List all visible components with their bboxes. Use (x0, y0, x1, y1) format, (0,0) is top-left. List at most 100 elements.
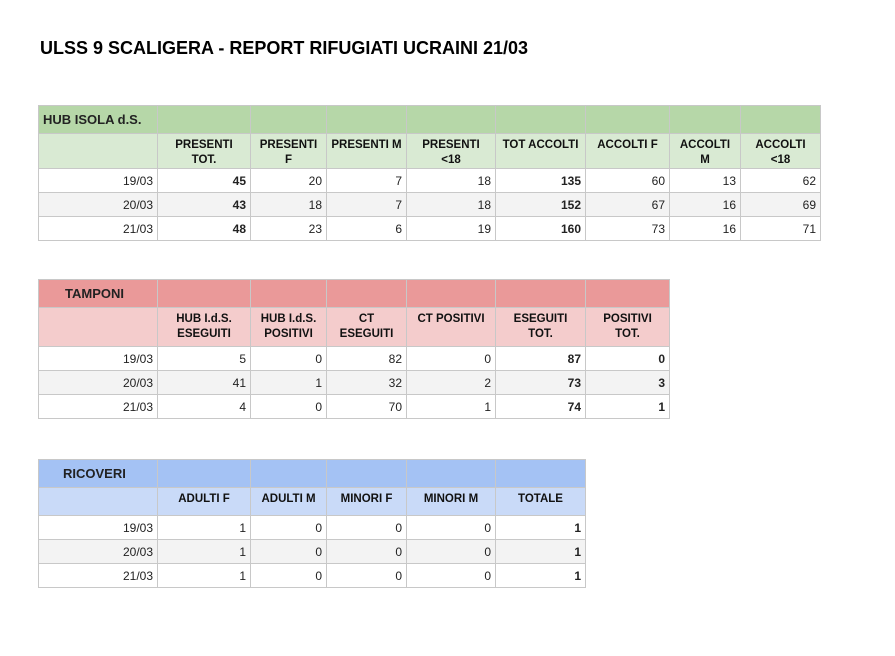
value-cell: 20 (250, 168, 327, 193)
value-cell: 1 (585, 394, 670, 419)
table-title-row: HUB ISOLA d.S. (38, 105, 821, 134)
value-cell: 19 (406, 216, 496, 241)
column-header: ADULTI M (250, 487, 327, 516)
ricoveri-table: RICOVERI ADULTI F ADULTI M MINORI F MINORI M… (38, 459, 586, 588)
title-cell (740, 105, 821, 134)
value-cell: 1 (495, 515, 586, 540)
value-cell: 0 (406, 563, 496, 588)
column-header: PRESENTI F (250, 133, 327, 169)
value-cell: 3 (585, 370, 670, 395)
value-cell: 16 (669, 192, 741, 217)
value-cell: 160 (495, 216, 586, 241)
date-cell: 20/03 (38, 539, 158, 564)
column-header: PRESENTI M (326, 133, 407, 169)
column-header: ADULTI F (157, 487, 251, 516)
column-header: PRESENTI TOT. (157, 133, 251, 169)
value-cell: 18 (406, 168, 496, 193)
date-cell: 20/03 (38, 192, 158, 217)
column-header: MINORI M (406, 487, 496, 516)
table-title: TAMPONI (38, 279, 158, 308)
title-cell (495, 459, 586, 488)
value-cell: 1 (406, 394, 496, 419)
column-header: CT ESEGUITI (326, 307, 407, 347)
value-cell: 1 (157, 515, 251, 540)
value-cell: 18 (250, 192, 327, 217)
value-cell: 7 (326, 192, 407, 217)
value-cell: 5 (157, 346, 251, 371)
value-cell: 87 (495, 346, 586, 371)
title-cell (669, 105, 741, 134)
column-header: TOT ACCOLTI (495, 133, 586, 169)
value-cell: 4 (157, 394, 251, 419)
table-row: 19/03 1 0 0 0 1 (38, 515, 586, 540)
date-cell: 21/03 (38, 394, 158, 419)
value-cell: 45 (157, 168, 251, 193)
value-cell: 67 (585, 192, 670, 217)
header-cell (38, 487, 158, 516)
column-header: HUB I.d.S. POSITIVI (250, 307, 327, 347)
value-cell: 1 (495, 539, 586, 564)
value-cell: 43 (157, 192, 251, 217)
value-cell: 0 (250, 346, 327, 371)
date-cell: 19/03 (38, 168, 158, 193)
column-header: ACCOLTI F (585, 133, 670, 169)
value-cell: 82 (326, 346, 407, 371)
title-cell (326, 105, 407, 134)
value-cell: 70 (326, 394, 407, 419)
value-cell: 73 (495, 370, 586, 395)
value-cell: 1 (250, 370, 327, 395)
value-cell: 135 (495, 168, 586, 193)
title-cell (250, 459, 327, 488)
value-cell: 1 (495, 563, 586, 588)
header-cell (38, 133, 158, 169)
title-cell (495, 105, 586, 134)
title-cell (495, 279, 586, 308)
table-title: RICOVERI (38, 459, 158, 488)
title-cell (157, 279, 251, 308)
value-cell: 0 (250, 563, 327, 588)
value-cell: 13 (669, 168, 741, 193)
page-title: ULSS 9 SCALIGERA - REPORT RIFUGIATI UCRA… (40, 38, 529, 58)
column-header: ESEGUITI TOT. (495, 307, 586, 347)
column-header: POSITIVI TOT. (585, 307, 670, 347)
header-row: HUB I.d.S. ESEGUITI HUB I.d.S. POSITIVI CT… (38, 307, 670, 347)
date-cell: 21/03 (38, 216, 158, 241)
value-cell: 41 (157, 370, 251, 395)
value-cell: 1 (157, 539, 251, 564)
column-header: ACCOLTI M (669, 133, 741, 169)
header-row: ADULTI F ADULTI M MINORI F MINORI M TOTALE (38, 487, 586, 516)
title-cell (326, 459, 407, 488)
value-cell: 0 (585, 346, 670, 371)
value-cell: 1 (157, 563, 251, 588)
value-cell: 74 (495, 394, 586, 419)
column-header: CT POSITIVI (406, 307, 496, 347)
value-cell: 0 (250, 515, 327, 540)
table-row: 20/03 1 0 0 0 1 (38, 539, 586, 564)
column-header: TOTALE (495, 487, 586, 516)
date-cell: 20/03 (38, 370, 158, 395)
value-cell: 0 (326, 539, 407, 564)
title-cell (250, 105, 327, 134)
column-header: PRESENTI <18 (406, 133, 496, 169)
table-row: 20/03 41 1 32 2 73 3 (38, 370, 670, 395)
title-cell (585, 105, 670, 134)
hub-table: HUB ISOLA d.S. PRESENTI TOT. PRESENTI F PRE… (38, 105, 821, 241)
column-header: ACCOLTI <18 (740, 133, 821, 169)
value-cell: 0 (406, 346, 496, 371)
table-title-row: TAMPONI (38, 279, 670, 308)
value-cell: 0 (326, 563, 407, 588)
title-cell (250, 279, 327, 308)
title-cell (406, 459, 496, 488)
value-cell: 0 (406, 539, 496, 564)
date-cell: 19/03 (38, 346, 158, 371)
title-cell (585, 279, 670, 308)
table-row: 19/03 45 20 7 18 135 60 13 62 (38, 168, 821, 193)
value-cell: 0 (406, 515, 496, 540)
table-row: 21/03 48 23 6 19 160 73 16 71 (38, 216, 821, 241)
header-cell (38, 307, 158, 347)
table-row: 19/03 5 0 82 0 87 0 (38, 346, 670, 371)
value-cell: 0 (250, 539, 327, 564)
value-cell: 48 (157, 216, 251, 241)
value-cell: 16 (669, 216, 741, 241)
value-cell: 32 (326, 370, 407, 395)
